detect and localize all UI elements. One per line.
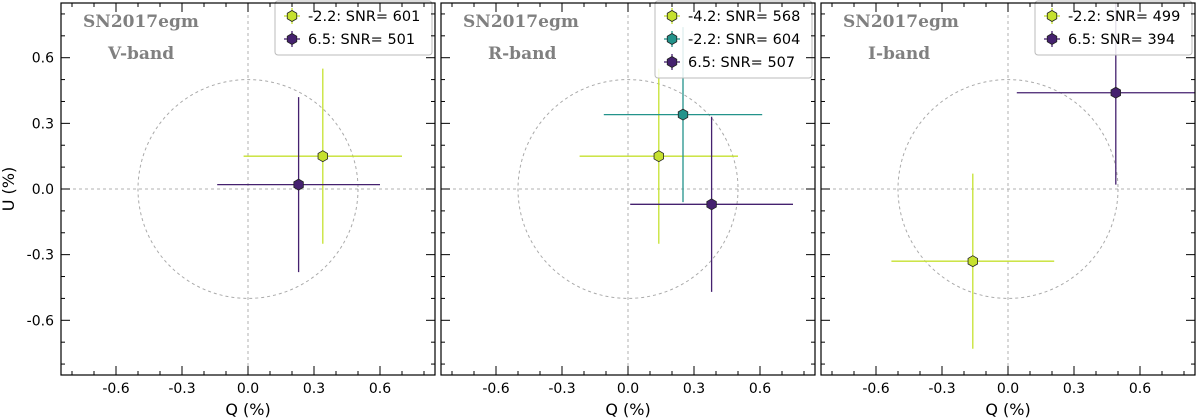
reference-circle: [897, 79, 1119, 299]
plot-area: [441, 3, 815, 375]
axes: -0.6 -0.3 0.0 0.3 0.6: [821, 3, 1195, 397]
x-tick-label: 0.6: [369, 381, 391, 397]
legend-box: [1034, 0, 1193, 56]
y-tick-label: -0.3: [27, 248, 54, 264]
legend-entry: -2.2: SNR= 499: [1068, 9, 1180, 25]
legend-box: [274, 0, 433, 56]
panel-r-band: SN2017egm R-band -4.2: SNR= 568 -2.2: SNR= …: [440, 0, 816, 419]
legend: -4.2: SNR= 568 -2.2: SNR= 604 6.5: SNR= 50…: [654, 0, 813, 79]
x-tick-label: 0.0: [617, 381, 639, 397]
legend-entry: 6.5: SNR= 501: [308, 32, 415, 48]
plot-area: [61, 3, 435, 375]
series-1: [243, 68, 402, 244]
legend-entry: 6.5: SNR= 394: [1068, 32, 1175, 48]
legend-entry: -2.2: SNR= 601: [308, 9, 420, 25]
y-tick-label: -0.6: [27, 313, 54, 329]
legend-entry: -4.2: SNR= 568: [688, 9, 800, 25]
x-tick-label: 0.3: [683, 381, 705, 397]
x-tick-label: 0.3: [303, 381, 325, 397]
panel-band-label: I-band: [868, 44, 930, 64]
data-point: [967, 255, 978, 268]
legend-marker: [1046, 10, 1058, 22]
legend-box: [654, 0, 813, 79]
axes: -0.6 -0.3 0.0 0.3 0.6 -0.6 -0.3 0.0 0.3 0.6: [27, 3, 435, 397]
plot-frame: [440, 2, 816, 376]
legend-marker: [1046, 33, 1058, 45]
data-point: [653, 150, 664, 163]
x-tick-label: -0.3: [548, 381, 575, 397]
panel-title: SN2017egm: [463, 12, 579, 32]
series-1: [891, 173, 1055, 349]
data-point: [677, 108, 689, 121]
panel-band-label: V-band: [107, 44, 174, 64]
x-tick-label: 0.0: [237, 381, 259, 397]
series-1: [579, 68, 738, 244]
legend-entry: -2.2: SNR= 604: [688, 32, 800, 48]
data-point: [317, 150, 328, 163]
x-tick-label: 0.6: [749, 381, 771, 397]
y-axis-title: U (%): [0, 167, 18, 211]
legend-marker: [666, 10, 678, 22]
x-tick-label: -0.6: [482, 381, 509, 397]
data-point: [706, 198, 717, 211]
panel-i-band: SN2017egm I-band -2.2: SNR= 499 6.5: SNR= 3…: [820, 0, 1196, 419]
series-2: [217, 97, 380, 273]
x-axis-title: Q (%): [225, 400, 270, 419]
x-tick-label: -0.6: [862, 381, 889, 397]
plot-frame: [820, 2, 1196, 376]
legend: -2.2: SNR= 601 6.5: SNR= 501: [274, 0, 433, 56]
y-tick-label: 0.6: [32, 51, 54, 67]
x-axis-title: Q (%): [985, 400, 1030, 419]
legend-entry: 6.5: SNR= 507: [688, 55, 795, 71]
panel-band-label: R-band: [488, 44, 556, 64]
reference-circle: [137, 79, 359, 299]
legend-marker: [286, 10, 298, 22]
panel-v-band: SN2017egm V-band -2.2: SNR= 601 6.5: SNR= 5…: [27, 0, 436, 419]
x-tick-label: -0.3: [168, 381, 195, 397]
y-tick-label: 0.3: [32, 116, 54, 132]
legend-marker: [286, 33, 298, 45]
legend: -2.2: SNR= 499 6.5: SNR= 394: [1034, 0, 1193, 56]
plot-frame: [60, 2, 436, 376]
x-tick-label: 0.0: [997, 381, 1019, 397]
panel-title: SN2017egm: [83, 12, 199, 32]
reference-circle: [517, 79, 739, 299]
x-tick-label: -0.6: [102, 381, 129, 397]
axes: -0.6 -0.3 0.0 0.3 0.6: [441, 3, 815, 397]
data-point: [1110, 86, 1121, 99]
y-tick-label: 0.0: [32, 182, 54, 198]
x-tick-label: 0.6: [1129, 381, 1151, 397]
panel-title: SN2017egm: [843, 12, 959, 32]
x-tick-label: 0.3: [1063, 381, 1085, 397]
series-3: [630, 116, 793, 292]
data-point: [293, 178, 304, 191]
x-tick-label: -0.3: [928, 381, 955, 397]
legend-marker: [666, 56, 678, 68]
x-axis-title: Q (%): [605, 400, 650, 419]
plot-area: [821, 3, 1195, 375]
legend-marker: [666, 33, 678, 45]
